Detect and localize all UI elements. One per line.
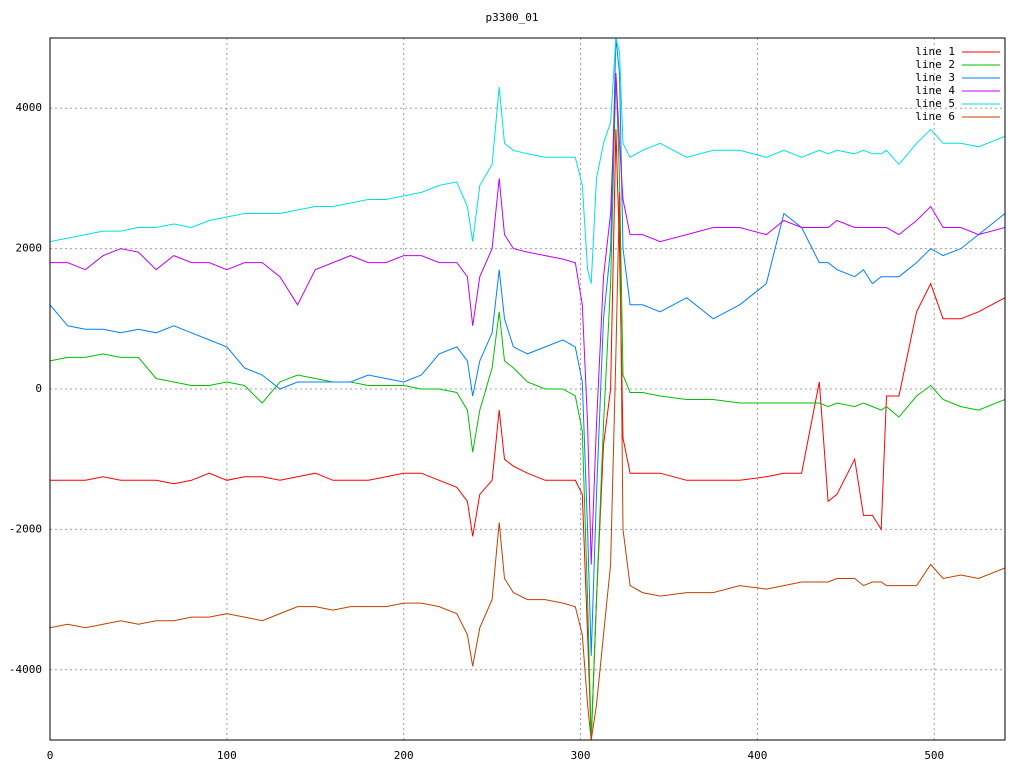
legend-label: line 2	[915, 58, 955, 71]
y-tick-label: -4000	[9, 663, 42, 676]
x-tick-label: 400	[747, 749, 767, 762]
y-tick-label: -2000	[9, 522, 42, 535]
plot-border	[49, 37, 1006, 741]
x-tick-label: 0	[47, 749, 54, 762]
data-line	[50, 73, 1005, 740]
x-tick-label: 500	[924, 749, 944, 762]
x-tick-label: 300	[571, 749, 591, 762]
plot-area	[50, 38, 1005, 740]
legend-label: line 6	[915, 110, 955, 123]
data-line	[50, 192, 1005, 740]
data-line	[50, 38, 1005, 284]
x-tick-label: 100	[217, 749, 237, 762]
legend-label: line 5	[915, 97, 955, 110]
legend-label: line 3	[915, 71, 955, 84]
data-line	[50, 129, 1005, 740]
y-tick-label: 4000	[16, 101, 43, 114]
legend-label: line 1	[915, 45, 955, 58]
y-tick-label: 0	[35, 382, 42, 395]
x-tick-label: 200	[394, 749, 414, 762]
chart-title: p3300_01	[486, 11, 539, 24]
data-line	[50, 38, 1005, 656]
grid	[49, 38, 1005, 740]
legend-label: line 4	[915, 84, 955, 97]
data-line	[50, 73, 1005, 565]
y-tick-label: 2000	[16, 242, 43, 255]
